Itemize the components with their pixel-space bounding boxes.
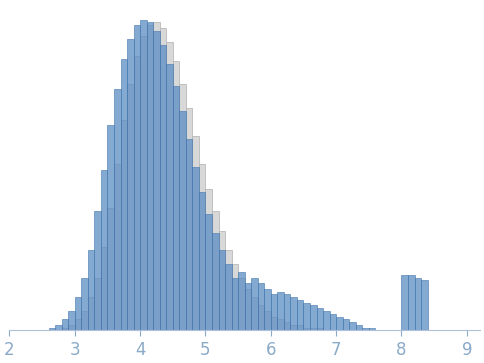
Bar (330, 314, 336, 330)
Bar (68, 311, 75, 330)
Bar (199, 164, 206, 330)
Bar (166, 42, 173, 330)
Bar (114, 164, 121, 330)
Bar (264, 289, 271, 330)
Bar (356, 325, 362, 330)
Bar (244, 283, 251, 330)
Bar (193, 167, 199, 330)
Bar (121, 58, 127, 330)
Bar (317, 308, 323, 330)
Bar (297, 325, 303, 330)
Bar (186, 139, 193, 330)
Bar (231, 264, 238, 330)
Bar (349, 322, 356, 330)
Bar (94, 278, 101, 330)
Bar (107, 208, 114, 330)
Bar (88, 297, 94, 330)
Bar (251, 278, 257, 330)
Bar (134, 56, 140, 330)
Bar (297, 300, 303, 330)
Bar (49, 328, 55, 330)
Bar (271, 317, 277, 330)
Bar (75, 297, 81, 330)
Bar (199, 192, 206, 330)
Bar (277, 291, 284, 330)
Bar (147, 25, 153, 330)
Bar (231, 278, 238, 330)
Bar (244, 289, 251, 330)
Bar (251, 297, 257, 330)
Bar (55, 325, 62, 330)
Bar (310, 328, 317, 330)
Bar (290, 297, 297, 330)
Bar (303, 303, 310, 330)
Bar (153, 23, 160, 330)
Bar (62, 319, 68, 330)
Bar (317, 328, 323, 330)
Bar (303, 328, 310, 330)
Bar (238, 272, 244, 330)
Bar (284, 322, 290, 330)
Bar (127, 39, 134, 330)
Bar (180, 111, 186, 330)
Bar (336, 317, 343, 330)
Bar (343, 319, 349, 330)
Bar (173, 61, 180, 330)
Bar (160, 45, 166, 330)
Bar (225, 264, 231, 330)
Bar (134, 25, 140, 330)
Bar (362, 328, 369, 330)
Bar (140, 20, 147, 330)
Bar (271, 294, 277, 330)
Bar (88, 250, 94, 330)
Bar (101, 170, 107, 330)
Bar (401, 275, 408, 330)
Bar (127, 83, 134, 330)
Bar (310, 305, 317, 330)
Bar (75, 319, 81, 330)
Bar (186, 109, 193, 330)
Bar (94, 211, 101, 330)
Bar (81, 278, 88, 330)
Bar (81, 311, 88, 330)
Bar (414, 278, 421, 330)
Bar (107, 125, 114, 330)
Bar (180, 83, 186, 330)
Bar (173, 86, 180, 330)
Bar (147, 23, 153, 330)
Bar (121, 119, 127, 330)
Bar (225, 250, 231, 330)
Bar (193, 136, 199, 330)
Bar (140, 36, 147, 330)
Bar (284, 294, 290, 330)
Bar (62, 328, 68, 330)
Bar (238, 278, 244, 330)
Bar (257, 283, 264, 330)
Bar (369, 328, 375, 330)
Bar (323, 311, 330, 330)
Bar (257, 305, 264, 330)
Bar (421, 281, 427, 330)
Bar (206, 214, 212, 330)
Bar (277, 319, 284, 330)
Bar (264, 311, 271, 330)
Bar (218, 231, 225, 330)
Bar (206, 189, 212, 330)
Bar (212, 211, 218, 330)
Bar (160, 28, 166, 330)
Bar (101, 247, 107, 330)
Bar (290, 325, 297, 330)
Bar (153, 31, 160, 330)
Bar (166, 64, 173, 330)
Bar (408, 275, 414, 330)
Bar (68, 325, 75, 330)
Bar (218, 250, 225, 330)
Bar (212, 233, 218, 330)
Bar (114, 89, 121, 330)
